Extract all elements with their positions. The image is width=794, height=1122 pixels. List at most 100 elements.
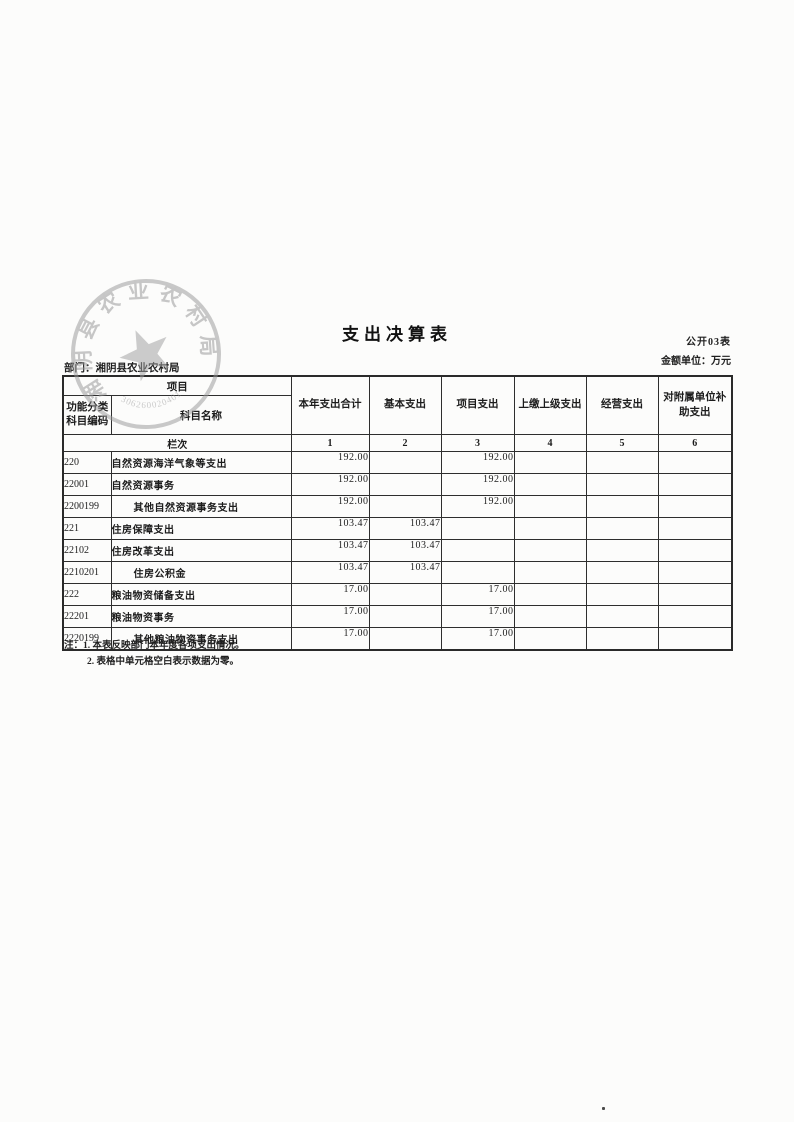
scan-artifact xyxy=(602,1107,605,1110)
value-cell xyxy=(657,451,733,474)
code-cell: 222 xyxy=(62,583,112,606)
value-cell: 17.00 xyxy=(440,605,515,628)
value-cell xyxy=(368,495,442,518)
amount-unit-label: 金额单位：万元 xyxy=(661,356,731,367)
col-number-6: 6 xyxy=(657,434,733,452)
footnote-1: 注：1. 本表反映部门本年度各项支出情况。 xyxy=(64,641,245,651)
header-project: 项目 xyxy=(62,375,292,396)
footnote-2: 2. 表格中单元格空白表示数据为零。 xyxy=(87,656,240,667)
col-header-total: 本年支出合计 xyxy=(290,375,370,435)
code-cell: 22102 xyxy=(62,539,112,562)
col-header-operating: 经营支出 xyxy=(585,375,659,435)
value-cell xyxy=(513,473,587,496)
value-cell xyxy=(657,539,733,562)
form-code-label: 公开03表 xyxy=(686,337,731,348)
footnotes: 注：1. 本表反映部门本年度各项支出情况。 2. 表格中单元格空白表示数据为零。 xyxy=(64,639,245,670)
value-cell xyxy=(585,627,659,651)
value-cell xyxy=(585,495,659,518)
table-row: 2220199 其他粮油物资事务支出 17.00 17.00 xyxy=(62,627,733,651)
name-cell: 粮油物资事务 xyxy=(110,605,292,628)
value-cell xyxy=(585,451,659,474)
value-cell xyxy=(585,539,659,562)
value-cell: 17.00 xyxy=(440,627,515,651)
value-cell: 192.00 xyxy=(440,495,515,518)
col-header-project-exp: 项目支出 xyxy=(440,375,515,435)
value-cell xyxy=(657,583,733,606)
value-cell xyxy=(585,583,659,606)
value-cell xyxy=(513,539,587,562)
value-cell: 103.47 xyxy=(290,561,370,584)
table-row: 222 粮油物资储备支出 17.00 17.00 xyxy=(62,583,733,606)
code-cell: 221 xyxy=(62,517,112,540)
value-cell xyxy=(368,583,442,606)
code-cell: 22201 xyxy=(62,605,112,628)
table-row: 2200199 其他自然资源事务支出 192.00 192.00 xyxy=(62,495,733,518)
value-cell: 192.00 xyxy=(440,473,515,496)
code-cell: 2220199 xyxy=(62,627,112,651)
table-row: 22001 自然资源事务 192.00 192.00 xyxy=(62,473,733,496)
value-cell xyxy=(513,583,587,606)
header-function-code-line1: 功能分类 xyxy=(66,402,109,414)
value-cell xyxy=(513,451,587,474)
col-number-2: 2 xyxy=(368,434,442,452)
name-cell: 自然资源海洋气象等支出 xyxy=(110,451,292,474)
table-row: 22102 住房改革支出 103.47 103.47 xyxy=(62,539,733,562)
table-row: 220 自然资源海洋气象等支出 192.00 192.00 xyxy=(62,451,733,474)
value-cell xyxy=(657,517,733,540)
value-cell xyxy=(657,605,733,628)
name-cell: 住房公积金 xyxy=(110,561,292,584)
value-cell: 103.47 xyxy=(290,539,370,562)
expenditure-table: 项目 本年支出合计 基本支出 项目支出 上缴上级支出 经营支出 对附属单位补助支… xyxy=(62,375,733,651)
value-cell: 192.00 xyxy=(440,451,515,474)
col-header-upper: 上缴上级支出 xyxy=(513,375,587,435)
name-cell: 粮油物资储备支出 xyxy=(110,583,292,606)
col-number-3: 3 xyxy=(440,434,515,452)
header-subject-name: 科目名称 xyxy=(110,395,292,435)
value-cell xyxy=(513,605,587,628)
value-cell: 17.00 xyxy=(290,627,370,651)
value-cell xyxy=(513,495,587,518)
value-cell xyxy=(368,473,442,496)
value-cell xyxy=(440,561,515,584)
value-cell xyxy=(657,627,733,651)
value-cell: 103.47 xyxy=(368,539,442,562)
value-cell xyxy=(585,561,659,584)
col-number-4: 4 xyxy=(513,434,587,452)
value-cell xyxy=(440,539,515,562)
value-cell: 103.47 xyxy=(368,561,442,584)
col-header-basic: 基本支出 xyxy=(368,375,442,435)
name-cell: 其他粮油物资事务支出 xyxy=(110,627,292,651)
value-cell xyxy=(368,627,442,651)
value-cell xyxy=(585,517,659,540)
name-cell: 自然资源事务 xyxy=(110,473,292,496)
value-cell xyxy=(657,495,733,518)
value-cell xyxy=(368,451,442,474)
table-row: 2210201 住房公积金 103.47 103.47 xyxy=(62,561,733,584)
code-cell: 2200199 xyxy=(62,495,112,518)
value-cell: 103.47 xyxy=(290,517,370,540)
value-cell xyxy=(585,605,659,628)
name-cell: 住房改革支出 xyxy=(110,539,292,562)
value-cell: 192.00 xyxy=(290,495,370,518)
page-title: 支出决算表 xyxy=(342,325,452,344)
col-header-subsidy: 对附属单位补助支出 xyxy=(657,375,733,435)
value-cell: 103.47 xyxy=(368,517,442,540)
value-cell xyxy=(657,561,733,584)
value-cell xyxy=(585,473,659,496)
header-function-code-line2: 科目编码 xyxy=(66,416,109,427)
table-row: 221 住房保障支出 103.47 103.47 xyxy=(62,517,733,540)
value-cell xyxy=(657,473,733,496)
header-function-code: 功能分类 科目编码 xyxy=(62,395,112,435)
value-cell: 17.00 xyxy=(290,605,370,628)
value-cell xyxy=(513,517,587,540)
value-cell xyxy=(368,605,442,628)
value-cell xyxy=(440,517,515,540)
header-lanci: 栏次 xyxy=(62,434,292,452)
code-cell: 22001 xyxy=(62,473,112,496)
col-number-5: 5 xyxy=(585,434,659,452)
value-cell: 17.00 xyxy=(440,583,515,606)
value-cell xyxy=(513,561,587,584)
value-cell xyxy=(513,627,587,651)
name-cell: 其他自然资源事务支出 xyxy=(110,495,292,518)
